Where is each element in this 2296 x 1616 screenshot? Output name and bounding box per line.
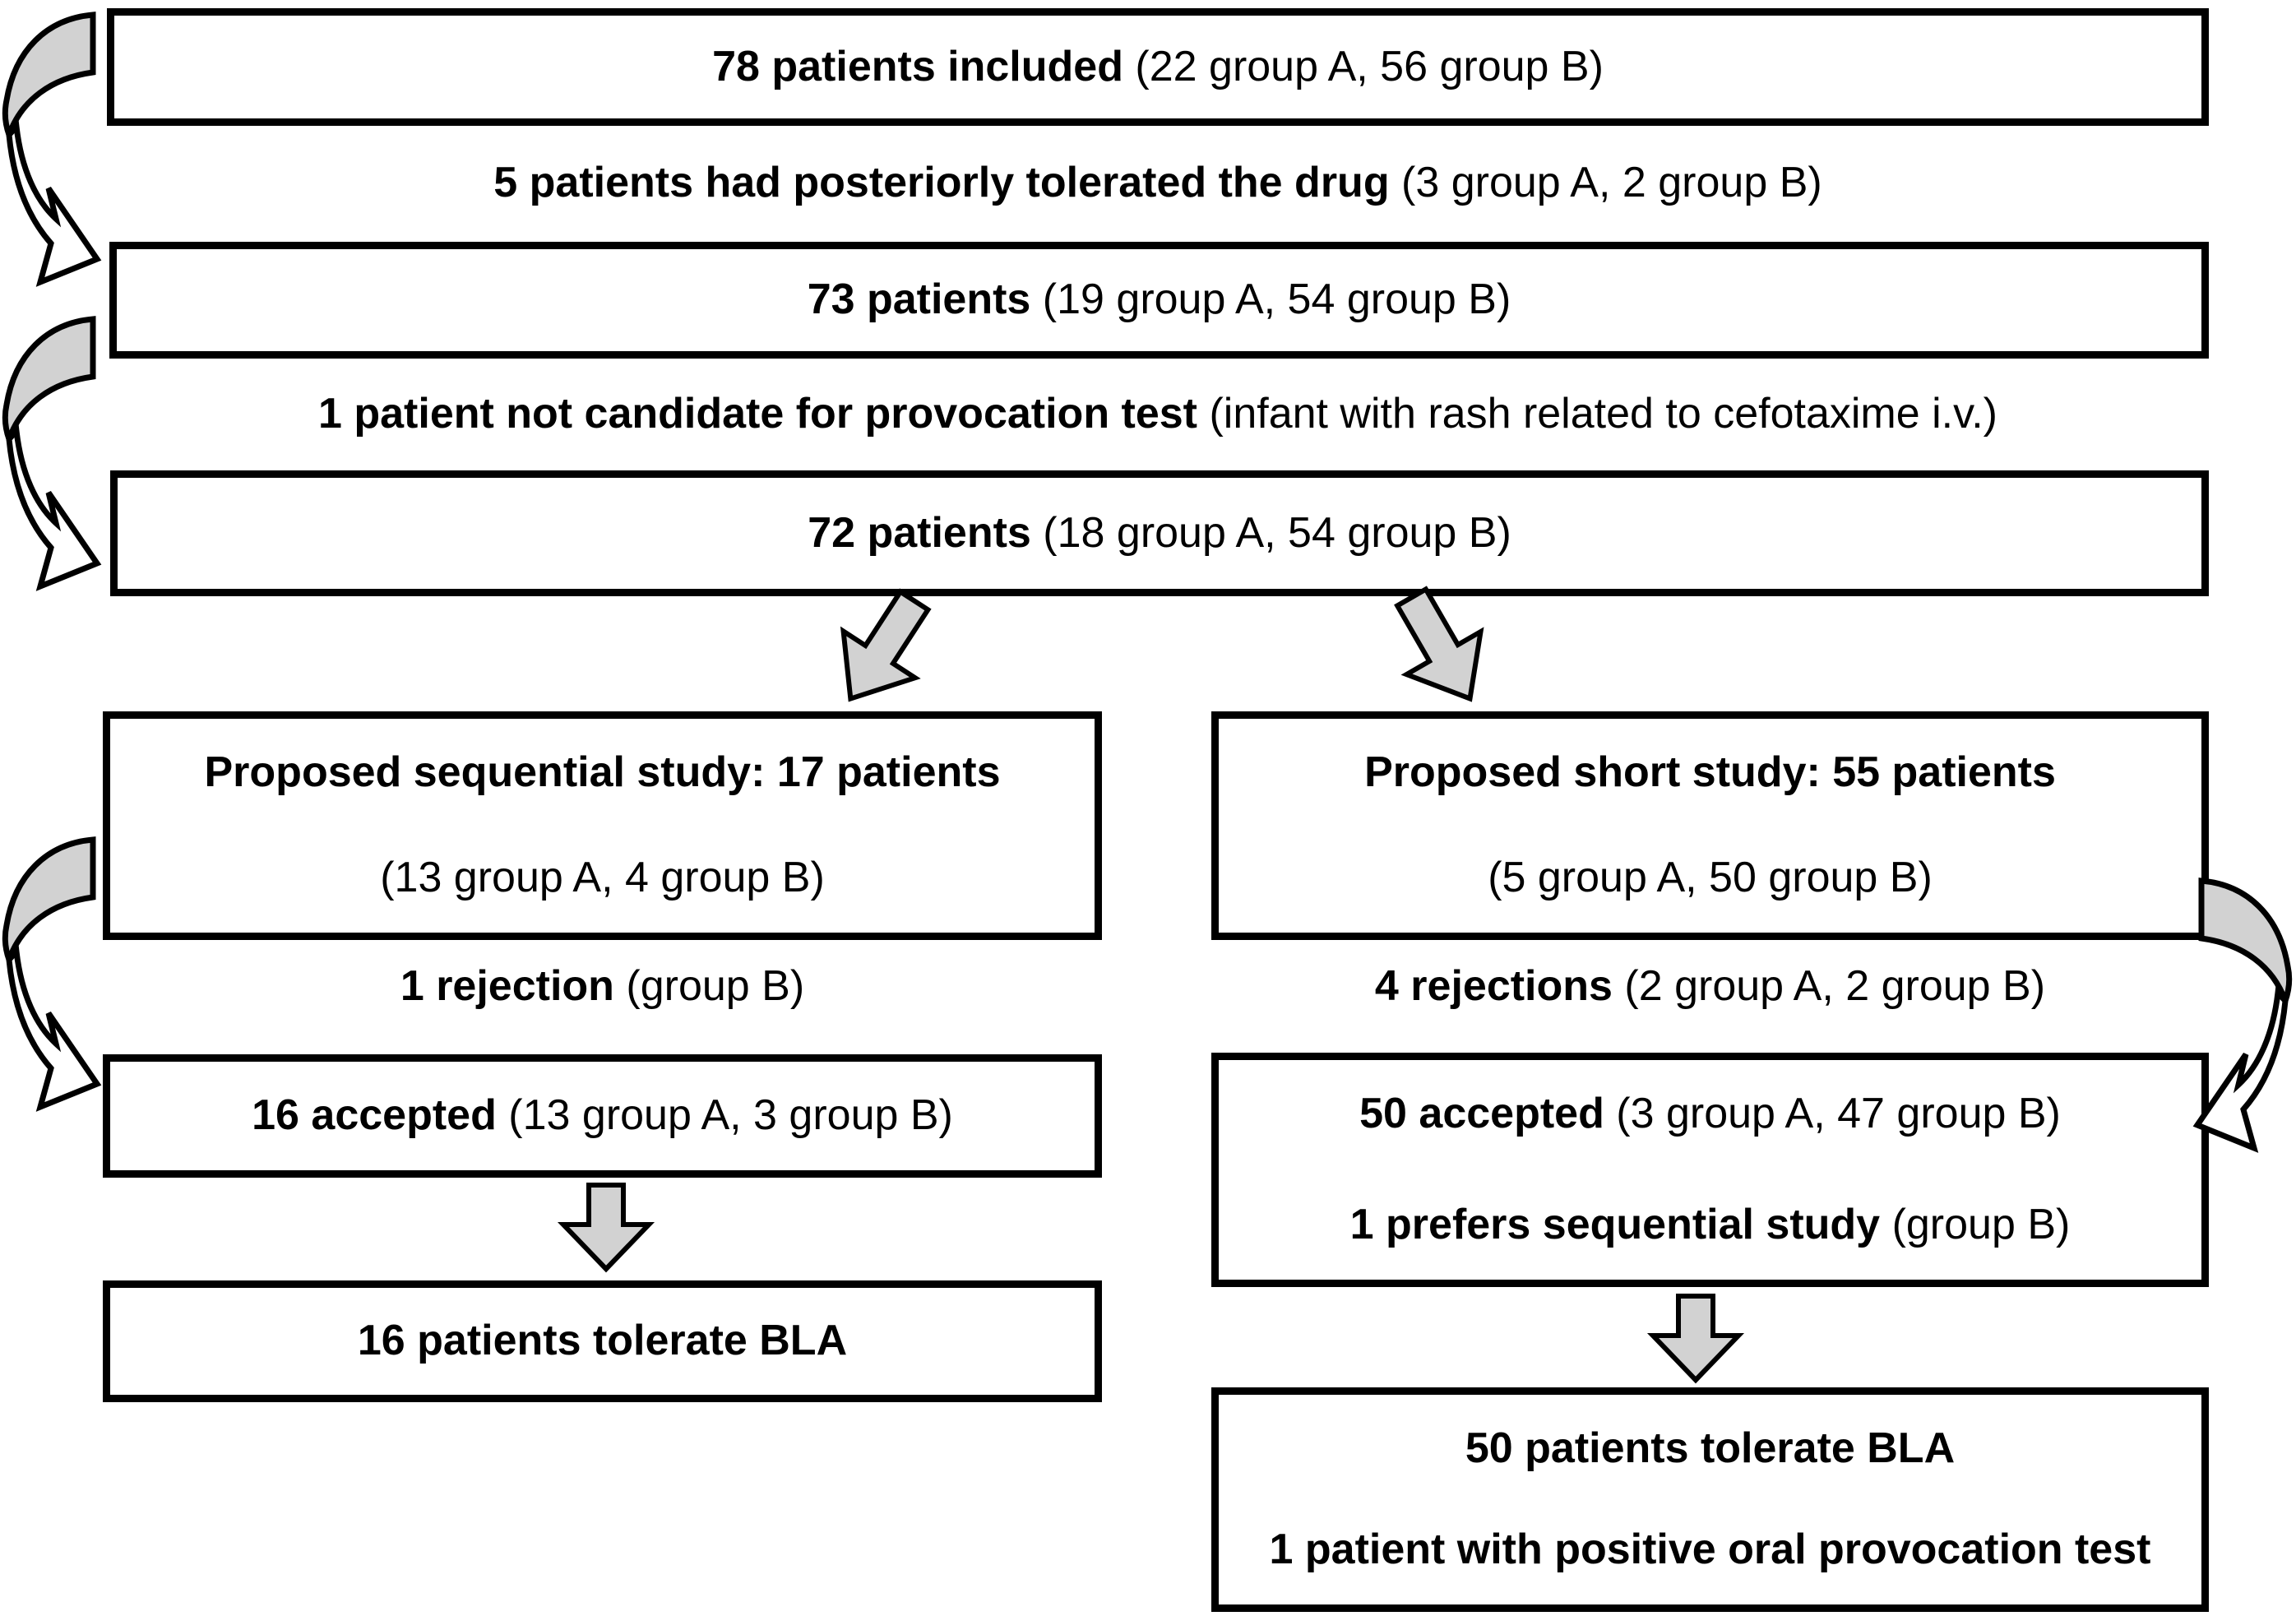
box-sequential-proposed-groups: (13 group A, 4 group B) bbox=[380, 854, 825, 902]
box-sequential-proposed-line1: Proposed sequential study: 17 patients bbox=[205, 748, 1001, 798]
box-stage2-73-patients: 73 patients (19 group A, 54 group B) bbox=[109, 242, 2209, 359]
box-short-outcome-line2: 1 patient with positive oral provocation… bbox=[1270, 1526, 2151, 1575]
arrow-curved-1-gray-band bbox=[2, 12, 96, 144]
box-short-accepted-line1: 50 accepted (3 group A, 47 group B) bbox=[1359, 1090, 2061, 1139]
arrow-sequential-down-shape bbox=[557, 1183, 655, 1273]
box-sequential-outcome-bold-text: 16 patients tolerate BLA bbox=[357, 1317, 848, 1365]
box-stage3-text: 72 patients (18 group A, 54 group B) bbox=[808, 509, 1511, 558]
box-short-prefers-normal-text: (group B) bbox=[1891, 1201, 2071, 1249]
box-sequential-accepted-bold-text: 16 accepted bbox=[252, 1091, 497, 1140]
arrow-split-to-short bbox=[1371, 572, 1511, 725]
box-short-outcome-line1: 50 patients tolerate BLA bbox=[1465, 1424, 1955, 1474]
label-exclusion2-bold-text: 1 patient not candidate for provocation … bbox=[318, 390, 1197, 438]
box-stage1-bold-text: 78 patients included bbox=[712, 42, 1123, 90]
label-exclusion1-bold-text: 5 patients had posteriorly tolerated the… bbox=[493, 159, 1390, 207]
box-sequential-proposed: Proposed sequential study: 17 patients (… bbox=[103, 711, 1102, 940]
arrow-short-accepted-to-outcome bbox=[1646, 1293, 1745, 1384]
box-stage3-normal-text: (18 group A, 54 group B) bbox=[1043, 508, 1511, 557]
label-sequential-rejection-normal-text: (group B) bbox=[626, 962, 805, 1011]
box-short-proposed-line2: (5 group A, 50 group B) bbox=[1488, 854, 1933, 903]
box-sequential-outcome: 16 patients tolerate BLA bbox=[103, 1280, 1102, 1402]
label-short-rejections-text: 4 rejections (2 group A, 2 group B) bbox=[1375, 962, 2045, 1012]
box-sequential-accepted-normal-text: (13 group A, 3 group B) bbox=[508, 1091, 953, 1140]
box-short-proposed: Proposed short study: 55 patients (5 gro… bbox=[1211, 711, 2209, 940]
arrow-curved-4-white-band bbox=[2192, 985, 2289, 1153]
label-sequential-rejection-bold-text: 1 rejection bbox=[400, 962, 614, 1011]
box-stage1-normal-text: (22 group A, 56 group B) bbox=[1135, 42, 1604, 90]
arrow-curved-3-gray-band bbox=[2, 836, 96, 969]
arrow-curved-sequential-to-accepted bbox=[2, 835, 104, 1131]
label-exclusion1: 5 patients had posteriorly tolerated the… bbox=[107, 146, 2209, 220]
arrow-sequential-accepted-to-outcome bbox=[557, 1182, 655, 1273]
box-stage1-included: 78 patients included (22 group A, 56 gro… bbox=[107, 8, 2209, 126]
arrow-curved-stage1-to-stage2 bbox=[2, 10, 104, 306]
box-stage2-normal-text: (19 group A, 54 group B) bbox=[1042, 276, 1511, 324]
label-short-rejections-normal-text: (2 group A, 2 group B) bbox=[1624, 962, 2046, 1011]
arrow-curved-3-white-band bbox=[6, 944, 102, 1112]
box-stage3-bold-text: 72 patients bbox=[808, 508, 1031, 557]
box-sequential-accepted-text: 16 accepted (13 group A, 3 group B) bbox=[252, 1091, 953, 1141]
label-short-rejections-bold-text: 4 rejections bbox=[1374, 962, 1613, 1011]
label-sequential-rejection: 1 rejection (group B) bbox=[103, 950, 1102, 1024]
box-short-accepted-bold-text: 50 accepted bbox=[1359, 1090, 1604, 1137]
box-short-outcome-tolerate-text: 50 patients tolerate BLA bbox=[1465, 1424, 1956, 1472]
arrow-curved-2-gray-band bbox=[2, 316, 96, 448]
arrow-curved-stage2-to-stage3 bbox=[2, 314, 104, 610]
box-sequential-proposed-line2: (13 group A, 4 group B) bbox=[380, 854, 825, 903]
box-short-prefers-bold-text: 1 prefers sequential study bbox=[1349, 1201, 1881, 1249]
label-exclusion2-text: 1 patient not candidate for provocation … bbox=[318, 390, 1997, 439]
box-short-proposed-line1: Proposed short study: 55 patients bbox=[1364, 748, 2056, 798]
arrow-split-to-short-shape bbox=[1394, 586, 1484, 702]
arrow-curved-1-white-band bbox=[6, 119, 102, 287]
box-sequential-outcome-text: 16 patients tolerate BLA bbox=[358, 1317, 847, 1366]
label-exclusion2-normal-text: (infant with rash related to cefotaxime … bbox=[1209, 390, 1997, 438]
box-short-outcome-positive-text: 1 patient with positive oral provocation… bbox=[1269, 1526, 2151, 1574]
box-stage2-bold-text: 73 patients bbox=[807, 276, 1031, 324]
box-short-outcome: 50 patients tolerate BLA 1 patient with … bbox=[1211, 1387, 2209, 1612]
box-stage1-text: 78 patients included (22 group A, 56 gro… bbox=[712, 43, 1604, 92]
label-exclusion2: 1 patient not candidate for provocation … bbox=[107, 377, 2209, 451]
box-short-accepted-normal-text: (3 group A, 47 group B) bbox=[1616, 1090, 2061, 1137]
box-short-accepted-line2: 1 prefers sequential study (group B) bbox=[1350, 1201, 2071, 1250]
arrow-short-down-shape bbox=[1646, 1294, 1745, 1384]
label-short-rejections: 4 rejections (2 group A, 2 group B) bbox=[1211, 950, 2209, 1024]
box-sequential-accepted: 16 accepted (13 group A, 3 group B) bbox=[103, 1054, 1102, 1178]
box-short-proposed-groups: (5 group A, 50 group B) bbox=[1488, 854, 1933, 902]
arrow-curved-4-gray-band bbox=[2198, 877, 2293, 1010]
label-sequential-rejection-text: 1 rejection (group B) bbox=[400, 962, 804, 1012]
arrow-split-to-sequential bbox=[811, 573, 954, 726]
box-sequential-proposed-title: Proposed sequential study: 17 patients bbox=[204, 748, 1001, 796]
arrow-split-to-sequential-shape bbox=[840, 588, 932, 702]
box-short-accepted: 50 accepted (3 group A, 47 group B) 1 pr… bbox=[1211, 1053, 2209, 1287]
box-short-proposed-title: Proposed short study: 55 patients bbox=[1364, 748, 2056, 796]
arrow-curved-short-to-accepted bbox=[2190, 876, 2293, 1172]
label-exclusion1-text: 5 patients had posteriorly tolerated the… bbox=[493, 159, 1822, 208]
box-stage3-72-patients: 72 patients (18 group A, 54 group B) bbox=[110, 470, 2209, 596]
label-exclusion1-normal-text: (3 group A, 2 group B) bbox=[1401, 159, 1822, 207]
arrow-curved-2-white-band bbox=[6, 424, 102, 591]
box-stage2-text: 73 patients (19 group A, 54 group B) bbox=[808, 276, 1511, 325]
